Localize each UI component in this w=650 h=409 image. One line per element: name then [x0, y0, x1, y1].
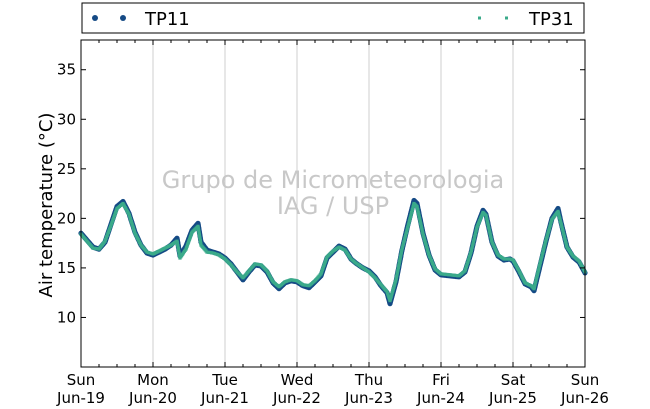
data-point-tp31	[418, 218, 422, 222]
data-point-tp31	[177, 248, 181, 252]
plot-area: Grupo de Micrometeorologia IAG / USP	[78, 39, 588, 368]
grid-lines	[152, 40, 514, 367]
x-tick-label-day: Fri	[432, 371, 450, 389]
y-tick-label: 25	[57, 160, 76, 178]
y-tick-label: 20	[57, 209, 76, 227]
y-axis-tick-labels: 10 15 20 25 30 35	[57, 61, 76, 327]
data-point-tp31	[198, 237, 202, 241]
x-tick-label-date: Jun-25	[488, 389, 537, 407]
data-point-tp31	[409, 214, 413, 218]
legend-label-tp11: TP11	[144, 9, 190, 30]
data-point-tp31	[469, 250, 473, 254]
series-tp31	[79, 201, 587, 303]
x-tick-label-day: Wed	[281, 371, 314, 389]
legend: TP11 TP31	[81, 2, 585, 34]
x-tick-label-date: Jun-24	[416, 389, 465, 407]
x-tick-label-day: Sun	[67, 371, 96, 389]
x-tick-label-day: Thu	[354, 371, 383, 389]
x-tick-label-day: Mon	[137, 371, 169, 389]
x-tick-label-date: Jun-26	[560, 389, 609, 407]
x-axis-tick-labels: SunJun-19MonJun-20TueJun-21WedJun-22ThuJ…	[56, 371, 609, 407]
watermark-line-1: Grupo de Micrometeorologia	[162, 166, 504, 194]
x-tick-label-date: Jun-21	[200, 389, 249, 407]
x-tick-label-date: Jun-22	[272, 389, 321, 407]
data-point-tp31	[411, 206, 415, 210]
data-point-tp31	[472, 238, 476, 242]
data-point-tp31	[196, 224, 200, 228]
x-tick-label-date: Jun-20	[128, 389, 177, 407]
y-tick-label: 15	[57, 259, 76, 277]
data-series	[78, 197, 588, 307]
legend-marker-tp11	[120, 15, 126, 21]
x-tick-label-day: Sat	[501, 371, 526, 389]
watermark-line-2: IAG / USP	[277, 192, 389, 220]
x-tick-label-date: Jun-19	[56, 389, 105, 407]
legend-marker-tp11	[92, 15, 98, 21]
data-point-tp31	[473, 235, 477, 239]
x-tick-label-date: Jun-23	[344, 389, 393, 407]
legend-frame	[81, 2, 585, 34]
data-point-tp31	[399, 250, 403, 254]
y-axis-label: Air temperature (°C)	[36, 113, 57, 298]
x-tick-label-day: Tue	[211, 371, 238, 389]
x-tick-label-day: Sun	[571, 371, 600, 389]
y-tick-label: 30	[57, 110, 76, 128]
data-point-tp31	[400, 246, 404, 250]
legend-marker-tp31	[478, 16, 481, 20]
legend-marker-tp31	[505, 16, 508, 20]
plot-background	[81, 40, 585, 367]
axis-ticks	[80, 40, 586, 367]
legend-label-tp31: TP31	[528, 9, 574, 30]
y-tick-label: 35	[57, 61, 76, 79]
y-tick-label: 10	[57, 308, 76, 326]
